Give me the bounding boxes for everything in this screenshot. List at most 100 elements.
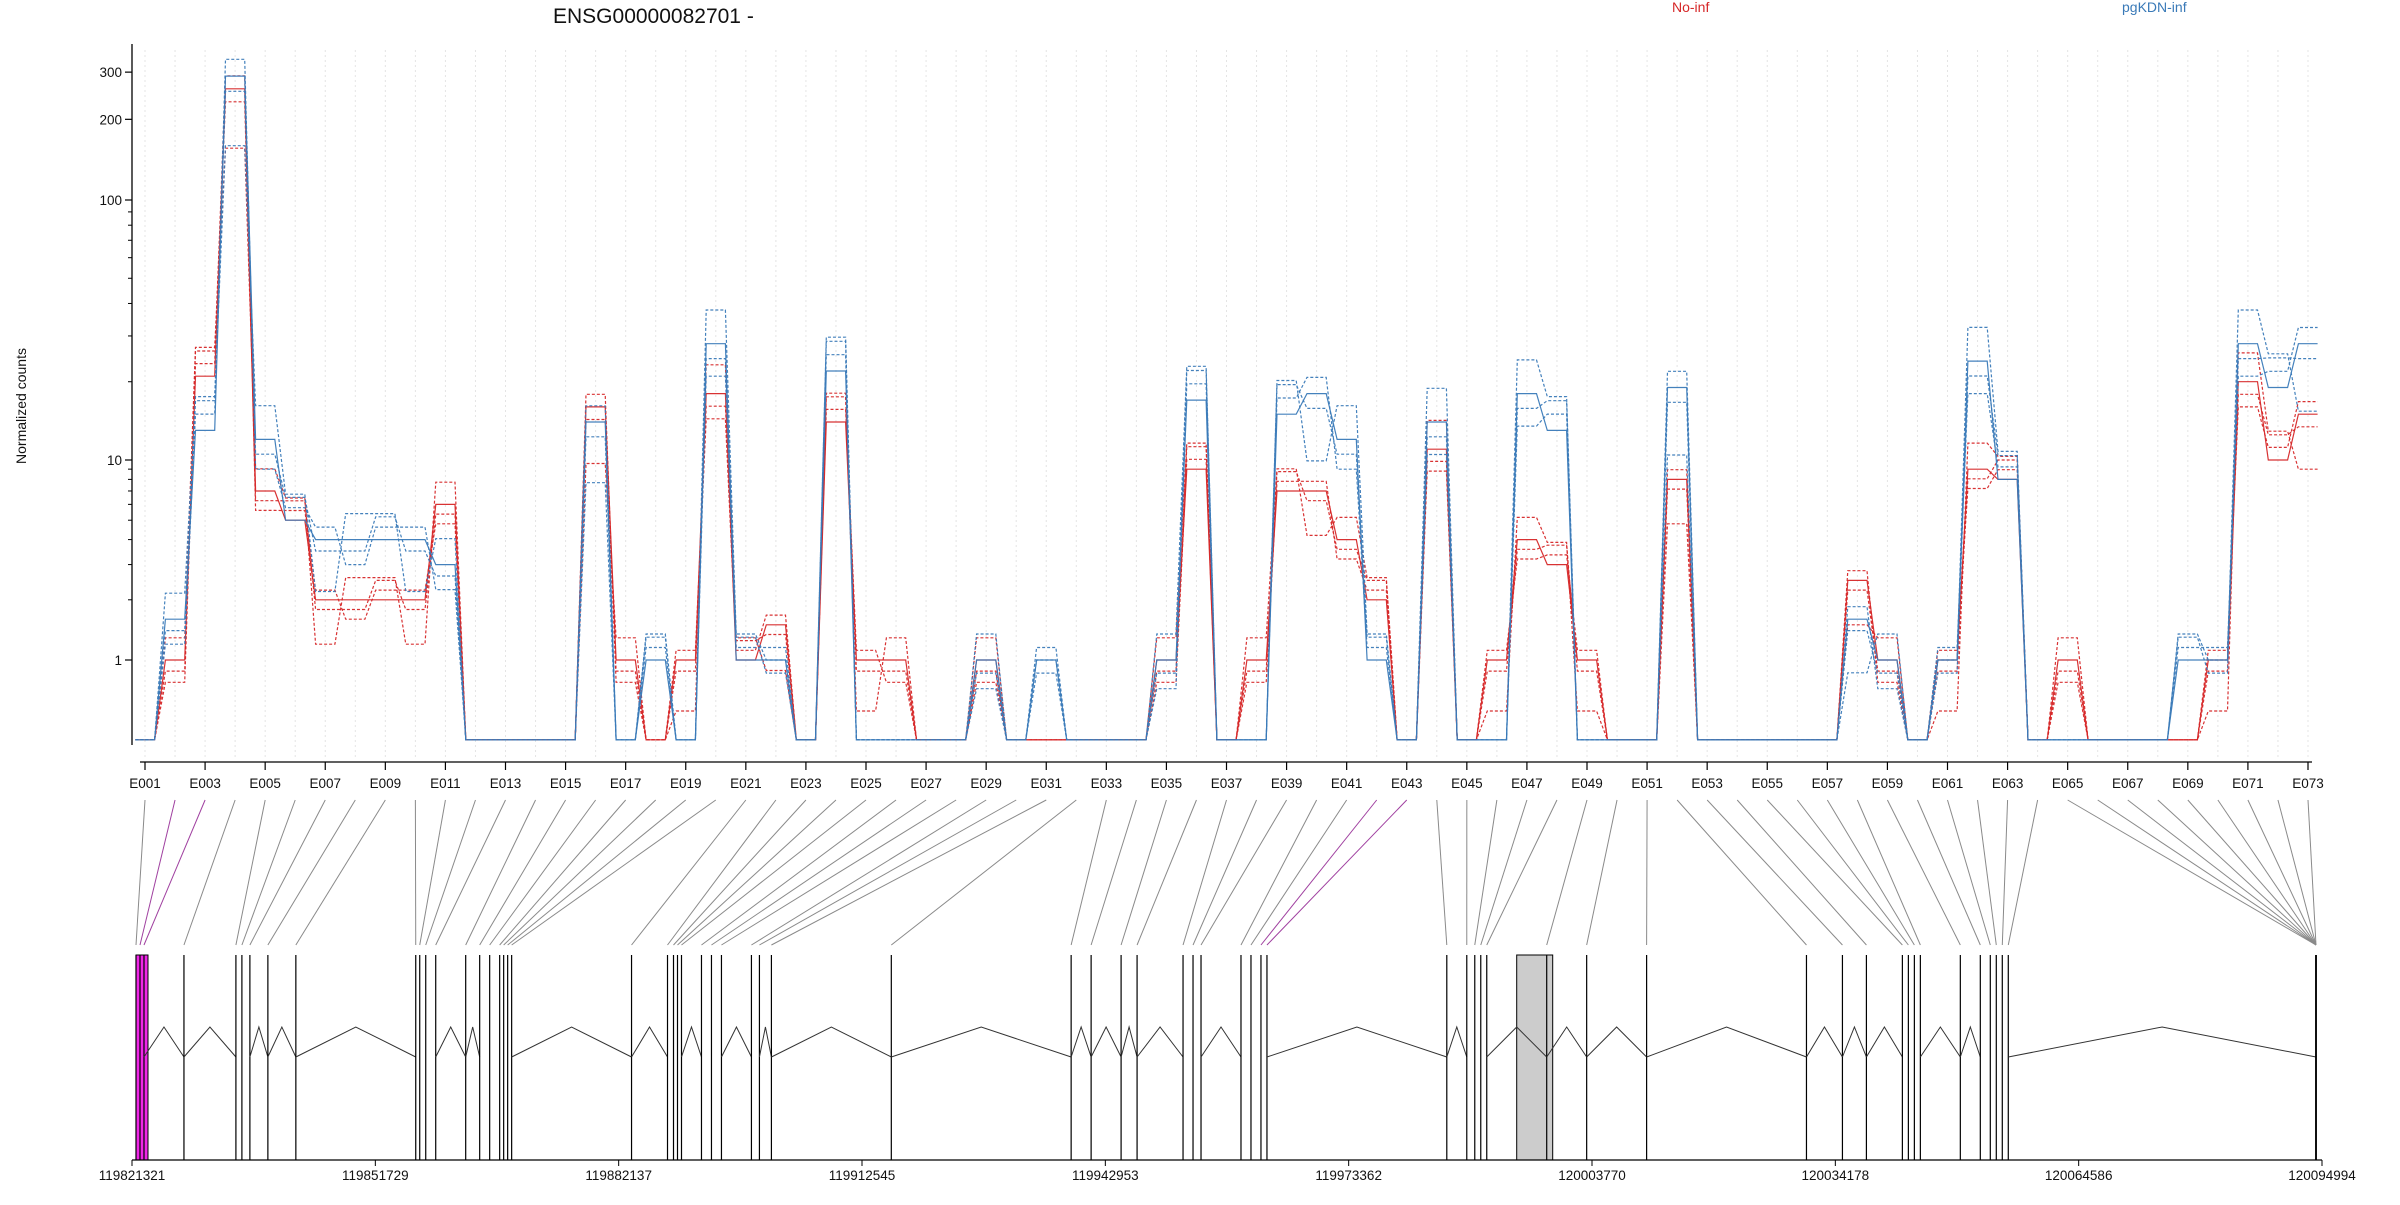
exon-connector (500, 800, 626, 945)
legend-pgkdn-inf: pgKDN-inf (2122, 0, 2187, 15)
intron-line (1842, 1027, 1866, 1057)
x-tick-label: E015 (550, 776, 582, 791)
x-tick-label: E053 (1691, 776, 1723, 791)
x-tick-label: E067 (2112, 776, 2144, 791)
x-tick-label: E045 (1451, 776, 1483, 791)
grid-lines (145, 50, 2308, 760)
exon-connector (184, 800, 235, 945)
x-tick-label: E017 (610, 776, 642, 791)
intron-line (1091, 1027, 1121, 1057)
x-tick-label: E061 (1932, 776, 1964, 791)
exon-connector (1137, 800, 1196, 945)
exon-connector (632, 800, 746, 945)
intron-line (891, 1027, 1071, 1057)
exon-connector (296, 800, 385, 945)
exon-connector (2008, 800, 2037, 945)
intron-line (1447, 1027, 1467, 1057)
exon-connector (2128, 800, 2316, 945)
x-tick-label: E059 (1872, 776, 1904, 791)
exon-connector (268, 800, 355, 945)
exon-connector (436, 800, 506, 945)
x-tick-label: E065 (2052, 776, 2084, 791)
x-tick-label: E013 (490, 776, 522, 791)
x-tick-label: E025 (850, 776, 882, 791)
axes (132, 44, 2312, 762)
exon-connector (1737, 800, 1866, 945)
intron-line (681, 1027, 701, 1057)
x-tick-label: E023 (790, 776, 822, 791)
x-tick-label: E041 (1331, 776, 1363, 791)
x-tick-label: E037 (1211, 776, 1243, 791)
genomic-coordinate-label: 119942953 (1072, 1168, 1139, 1183)
exon-connector (1437, 800, 1447, 945)
x-tick-label: E039 (1271, 776, 1303, 791)
exon-connector (1978, 800, 1997, 945)
intron-line (1121, 1027, 1137, 1057)
gene-model (132, 955, 2322, 1160)
exon-connector (1475, 800, 1497, 945)
highlighted-exon-block (136, 955, 148, 1160)
intron-line (721, 1027, 751, 1057)
x-tick-label: E043 (1391, 776, 1423, 791)
exon-connector (1193, 800, 1257, 945)
genomic-coordinate-label: 119912545 (829, 1168, 896, 1183)
exon-connector (1587, 800, 1617, 945)
exon-connector (2158, 800, 2316, 945)
exon-connector (1948, 800, 1991, 945)
intron-line (1201, 1027, 1241, 1057)
intron-line (436, 1027, 466, 1057)
genomic-coordinate-label: 119882137 (585, 1168, 652, 1183)
x-tick-label: E055 (1751, 776, 1783, 791)
x-tick-label: E001 (129, 776, 161, 791)
exon-connector (1547, 800, 1587, 945)
exon-connector (1487, 800, 1557, 945)
x-tick-label: E027 (910, 776, 942, 791)
x-tick-label: E007 (309, 776, 341, 791)
chart-title: ENSG00000082701 - (553, 5, 754, 28)
intron-line (759, 1027, 771, 1057)
intron-line (268, 1027, 296, 1057)
exon-connector (1857, 800, 1920, 945)
intron-line (250, 1027, 268, 1057)
exon-connector (668, 800, 776, 945)
y-axis-label: Normalized counts (13, 348, 29, 464)
y-tick-label: 10 (107, 453, 122, 468)
x-tick-label: E049 (1571, 776, 1603, 791)
genomic-coordinate-label: 120003770 (1558, 1168, 1626, 1183)
exon-connector (2068, 800, 2316, 945)
exon-connector (136, 800, 145, 945)
intron-line (296, 1027, 416, 1057)
x-tick-label: E021 (730, 776, 762, 791)
exon-connector (2218, 800, 2316, 945)
y-tick-label: 100 (99, 193, 122, 208)
exon-connector (2002, 800, 2007, 945)
intron-line (1267, 1027, 1447, 1057)
exon-connector (1121, 800, 1166, 945)
x-tick-label: E029 (970, 776, 1002, 791)
exon-connector (1251, 800, 1347, 945)
exon-connector (1071, 800, 1106, 945)
intron-line (632, 1027, 668, 1057)
y-tick-label: 200 (99, 112, 122, 127)
exon-connector (420, 800, 446, 945)
exon-connector (891, 800, 1076, 945)
x-tick-label: E071 (2232, 776, 2264, 791)
intron-line (1647, 1027, 1807, 1057)
x-tick-label: E011 (430, 776, 461, 791)
x-tick-label: E047 (1511, 776, 1543, 791)
intron-line (1866, 1027, 1902, 1057)
x-tick-label: E031 (1030, 776, 1062, 791)
exon-connector (144, 800, 205, 945)
intron-line (1587, 1027, 1647, 1057)
genomic-coordinate-label: 120064586 (2045, 1168, 2113, 1183)
exon-connector (480, 800, 566, 945)
y-tick-label: 300 (99, 65, 122, 80)
exon-connector (711, 800, 926, 945)
intron-line (184, 1027, 236, 1057)
x-tick-label: E003 (189, 776, 221, 791)
legend-no-inf: No-inf (1672, 0, 1709, 15)
